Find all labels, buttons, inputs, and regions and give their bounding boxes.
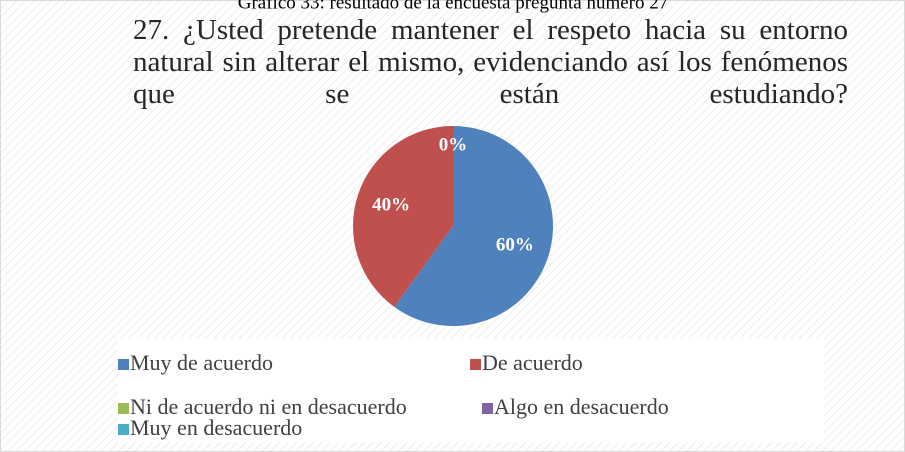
pie-slice [352, 126, 453, 307]
legend-swatch [118, 403, 129, 414]
legend-label: Muy de acuerdo [130, 350, 273, 375]
data-label: 60% [496, 234, 534, 255]
chart-title: 27. ¿Usted pretende mantener el respeto … [133, 14, 848, 110]
legend-label: Ni de acuerdo ni en desacuerdo [130, 394, 407, 419]
legend-swatch [482, 403, 493, 414]
data-label: 40% [372, 194, 410, 215]
legend-label: De acuerdo [482, 350, 583, 375]
legend-swatch [470, 359, 481, 370]
pie-slice [394, 126, 553, 326]
legend-label: Algo en desacuerdo [494, 394, 669, 419]
legend-label: Muy en desacuerdo [130, 415, 302, 440]
legend-swatch [118, 359, 129, 370]
caption: Gráfico 33: resultado de la encuesta pre… [238, 0, 669, 13]
data-label: 0% [439, 134, 468, 155]
legend-swatch [118, 424, 129, 435]
legend-box [118, 338, 824, 442]
